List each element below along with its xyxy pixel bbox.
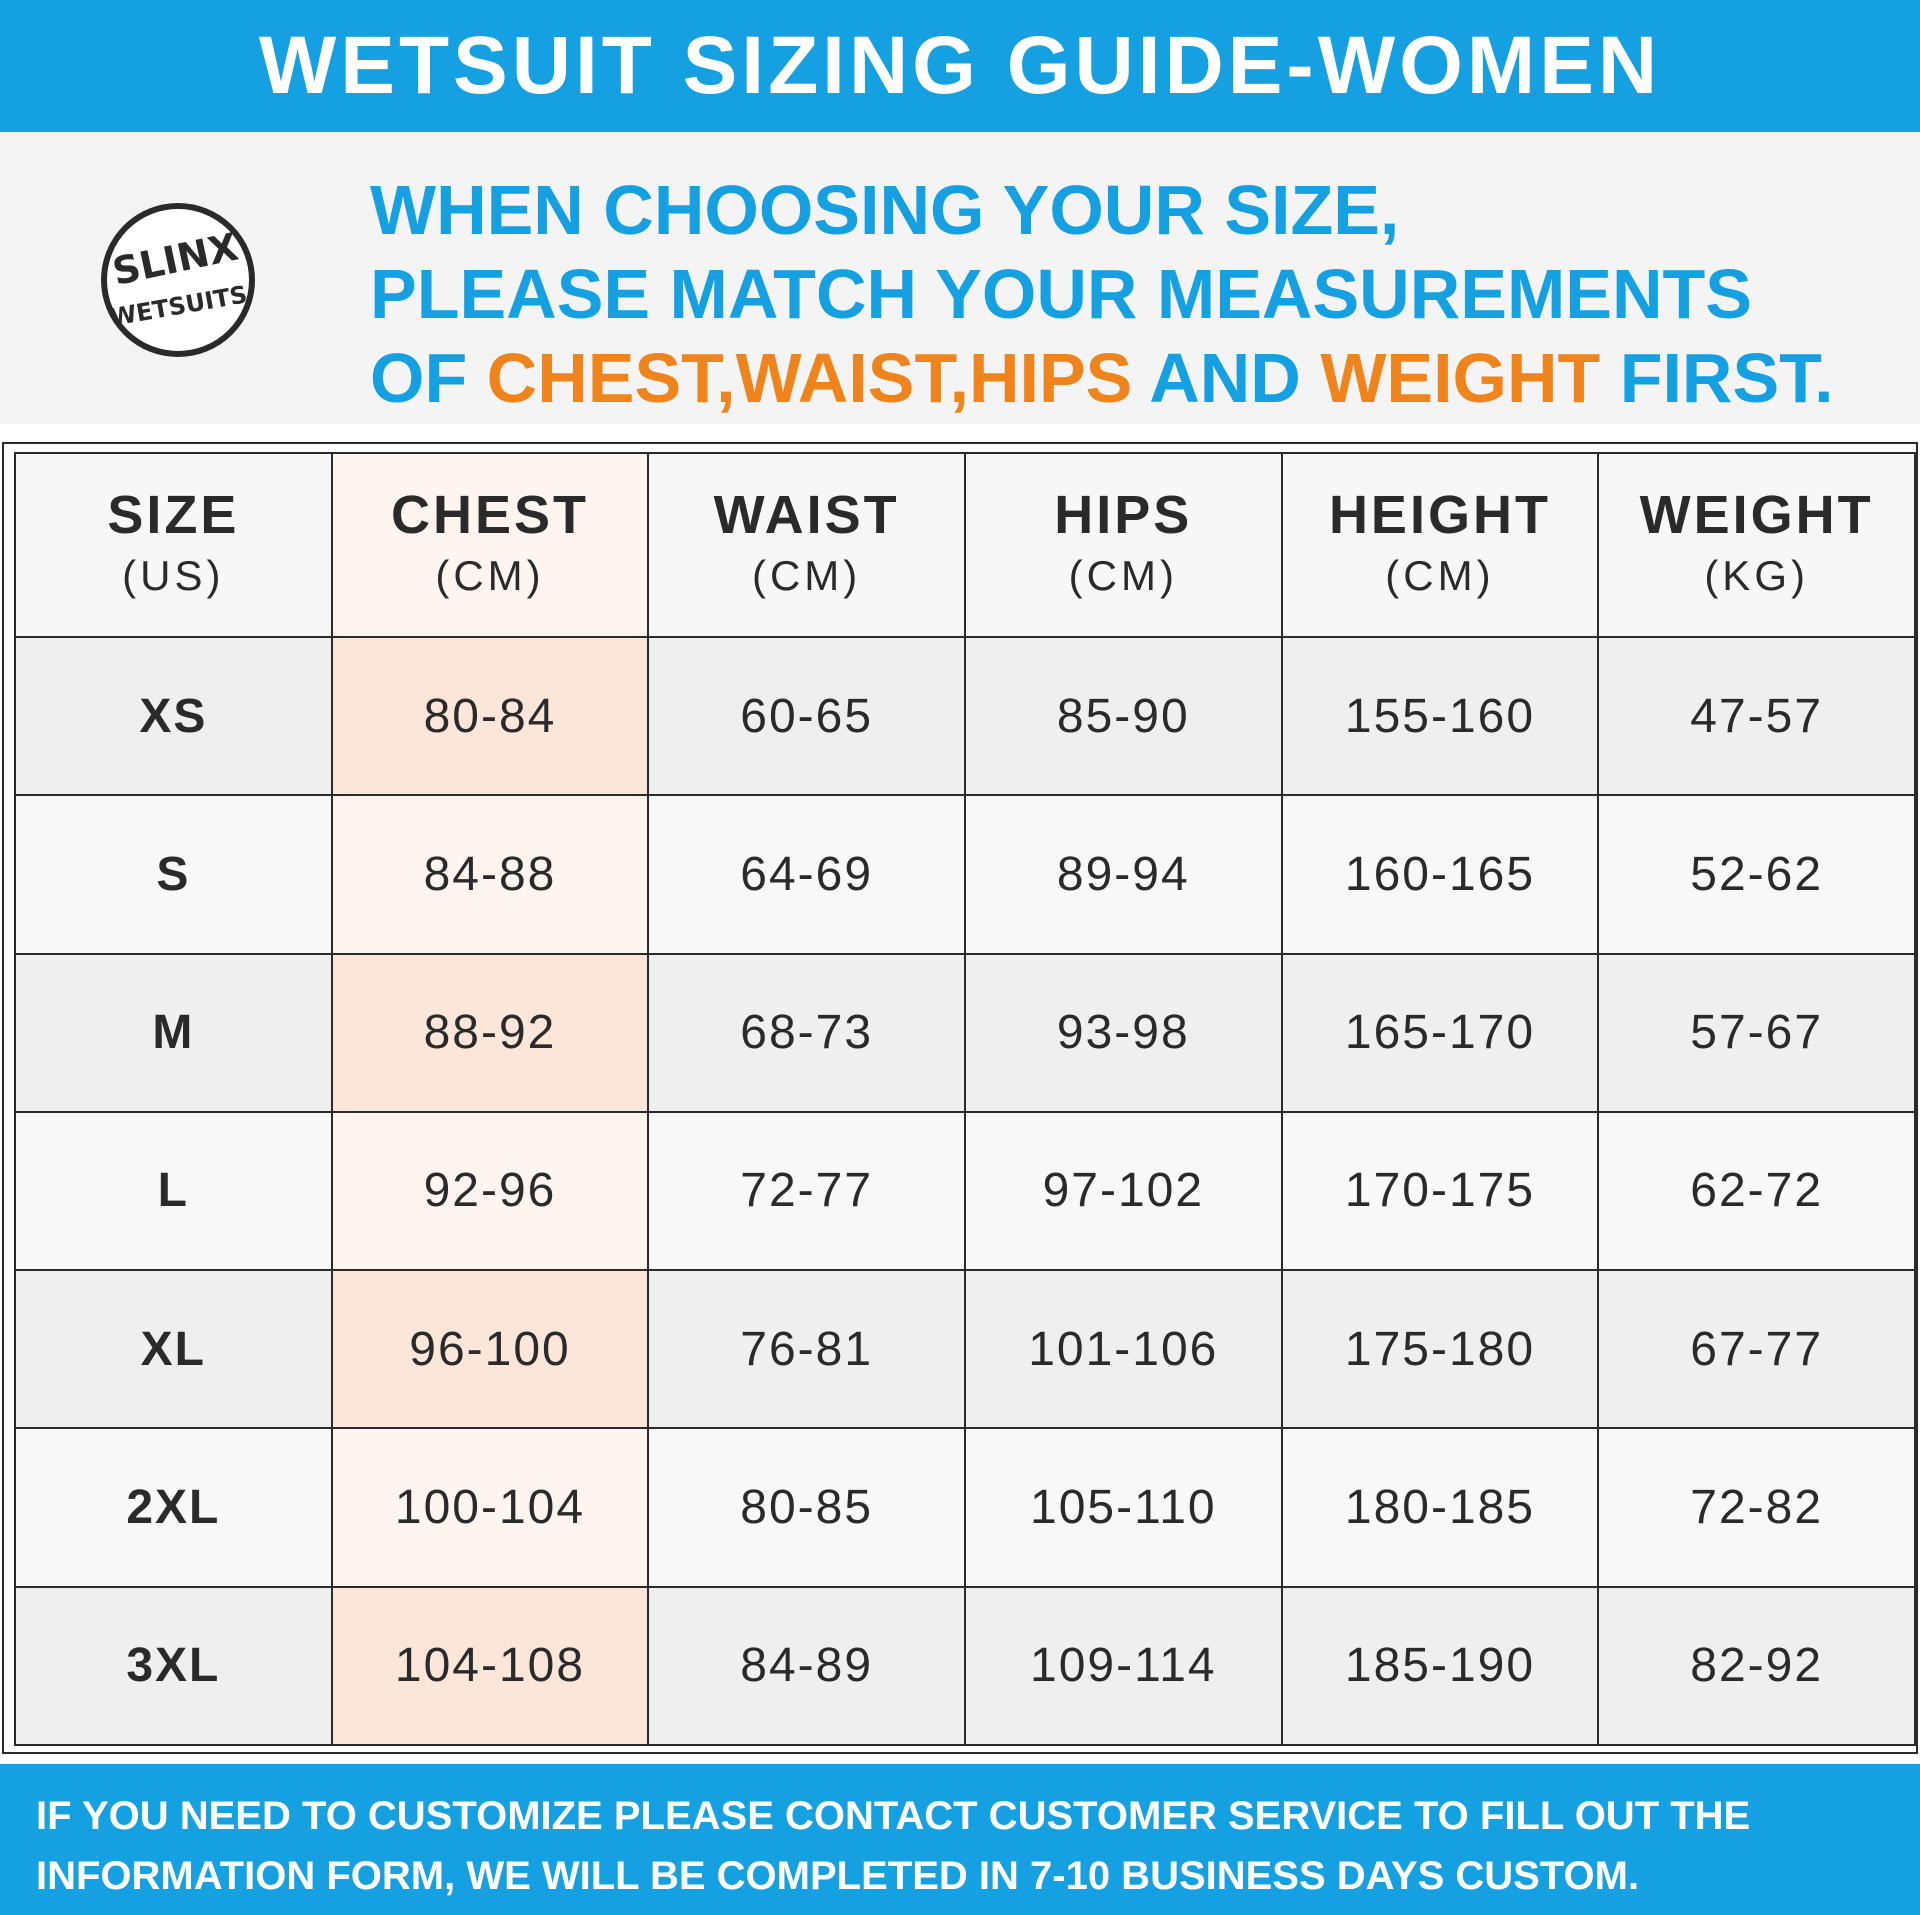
- header-unit: (CM): [1068, 552, 1178, 599]
- header-label: HIPS: [1054, 485, 1193, 545]
- waist-cell: 68-73: [647, 952, 966, 1113]
- waist-cell: 80-85: [647, 1427, 966, 1588]
- header-height: HEIGHT (CM): [1280, 452, 1600, 638]
- weight-cell: 72-82: [1597, 1427, 1916, 1588]
- size-cell: 2XL: [14, 1427, 333, 1588]
- highlight-weight: WEIGHT: [1320, 339, 1601, 417]
- chest-cell: 80-84: [330, 635, 650, 797]
- height-cell: 185-190: [1280, 1585, 1600, 1747]
- hips-cell: 105-110: [963, 1427, 1283, 1588]
- hips-cell: 85-90: [963, 635, 1283, 797]
- chest-cell: 88-92: [330, 952, 650, 1113]
- hips-cell: 97-102: [963, 1110, 1283, 1272]
- size-table: SIZE (US) CHEST (CM) WAIST (CM) HIPS (CM…: [14, 452, 1916, 1747]
- header-hips: HIPS (CM): [963, 452, 1283, 638]
- header-label: CHEST: [390, 485, 589, 545]
- sizing-instructions: WHEN CHOOSING YOUR SIZE, PLEASE MATCH YO…: [370, 168, 1910, 420]
- footer-line-1: IF YOU NEED TO CUSTOMIZE PLEASE CONTACT …: [36, 1794, 1751, 1838]
- table-row: L 92-96 72-77 97-102 170-175 62-72: [14, 1110, 1916, 1272]
- chest-cell: 104-108: [330, 1585, 650, 1747]
- height-cell: 165-170: [1280, 952, 1600, 1113]
- header-chest: CHEST (CM): [330, 452, 650, 638]
- chest-cell: 100-104: [330, 1427, 650, 1588]
- instruction-line-2: PLEASE MATCH YOUR MEASUREMENTS: [370, 255, 1752, 333]
- height-cell: 170-175: [1280, 1110, 1600, 1272]
- header-unit: (CM): [435, 552, 545, 599]
- highlight-waist: WAIST,: [735, 339, 969, 417]
- height-cell: 155-160: [1280, 635, 1600, 797]
- hips-cell: 93-98: [963, 952, 1283, 1113]
- header-unit: (US): [122, 552, 225, 599]
- header-label: WEIGHT: [1639, 485, 1874, 545]
- waist-cell: 76-81: [647, 1269, 966, 1430]
- brand-logo: SLINX WETSUITS: [101, 203, 255, 357]
- waist-cell: 84-89: [647, 1585, 966, 1747]
- size-cell: S: [14, 794, 333, 955]
- size-cell: XL: [14, 1269, 333, 1430]
- highlight-hips: HIPS: [968, 339, 1133, 417]
- size-cell: 3XL: [14, 1585, 333, 1747]
- header-size: SIZE (US): [14, 452, 333, 638]
- footer-line-2: INFORMATION FORM, WE WILL BE COMPLETED I…: [36, 1854, 1640, 1898]
- hips-cell: 89-94: [963, 794, 1283, 955]
- header-label: WAIST: [713, 485, 900, 545]
- weight-cell: 52-62: [1597, 794, 1916, 955]
- hips-cell: 101-106: [963, 1269, 1283, 1430]
- header-unit: (CM): [751, 552, 862, 599]
- title-banner: WETSUIT SIZING GUIDE-WOMEN: [0, 0, 1920, 132]
- size-cell: L: [14, 1110, 333, 1272]
- weight-cell: 57-67: [1597, 952, 1916, 1113]
- table-row: S 84-88 64-69 89-94 160-165 52-62: [14, 794, 1916, 955]
- page-title: WETSUIT SIZING GUIDE-WOMEN: [258, 20, 1662, 111]
- weight-cell: 47-57: [1597, 635, 1916, 797]
- hips-cell: 109-114: [963, 1585, 1283, 1747]
- instruction-first: FIRST.: [1600, 339, 1834, 417]
- footer-banner: IF YOU NEED TO CUSTOMIZE PLEASE CONTACT …: [0, 1764, 1920, 1915]
- height-cell: 180-185: [1280, 1427, 1600, 1588]
- chest-cell: 84-88: [330, 794, 650, 955]
- table-row: XL 96-100 76-81 101-106 175-180 67-77: [14, 1269, 1916, 1430]
- waist-cell: 72-77: [647, 1110, 966, 1272]
- chest-cell: 92-96: [330, 1110, 650, 1272]
- table-row: XS 80-84 60-65 85-90 155-160 47-57: [14, 635, 1916, 797]
- instruction-and: AND: [1132, 339, 1321, 417]
- header-label: HEIGHT: [1328, 485, 1551, 545]
- waist-cell: 60-65: [647, 635, 966, 797]
- table-row: M 88-92 68-73 93-98 165-170 57-67: [14, 952, 1916, 1113]
- header-weight: WEIGHT (KG): [1597, 452, 1916, 638]
- size-table-frame: SIZE (US) CHEST (CM) WAIST (CM) HIPS (CM…: [2, 442, 1918, 1754]
- table-row: 3XL 104-108 84-89 109-114 185-190 82-92: [14, 1585, 1916, 1747]
- header-unit: (KG): [1704, 552, 1809, 599]
- height-cell: 160-165: [1280, 794, 1600, 955]
- instruction-line-3: OF CHEST,WAIST,HIPS AND WEIGHT FIRST.: [370, 336, 1910, 420]
- weight-cell: 82-92: [1597, 1585, 1916, 1747]
- weight-cell: 67-77: [1597, 1269, 1916, 1430]
- intro-section: SLINX WETSUITS WHEN CHOOSING YOUR SIZE, …: [0, 132, 1920, 424]
- height-cell: 175-180: [1280, 1269, 1600, 1430]
- header-label: SIZE: [107, 485, 240, 545]
- chest-cell: 96-100: [330, 1269, 650, 1430]
- table-row: 2XL 100-104 80-85 105-110 180-185 72-82: [14, 1427, 1916, 1588]
- highlight-chest: CHEST,: [486, 339, 736, 417]
- instruction-of: OF: [370, 339, 487, 417]
- table-header-row: SIZE (US) CHEST (CM) WAIST (CM) HIPS (CM…: [14, 452, 1916, 638]
- instruction-line-1: WHEN CHOOSING YOUR SIZE,: [370, 171, 1400, 249]
- weight-cell: 62-72: [1597, 1110, 1916, 1272]
- header-unit: (CM): [1385, 552, 1495, 599]
- waist-cell: 64-69: [647, 794, 966, 955]
- size-cell: XS: [14, 635, 333, 797]
- size-cell: M: [14, 952, 333, 1113]
- header-waist: WAIST (CM): [647, 452, 966, 638]
